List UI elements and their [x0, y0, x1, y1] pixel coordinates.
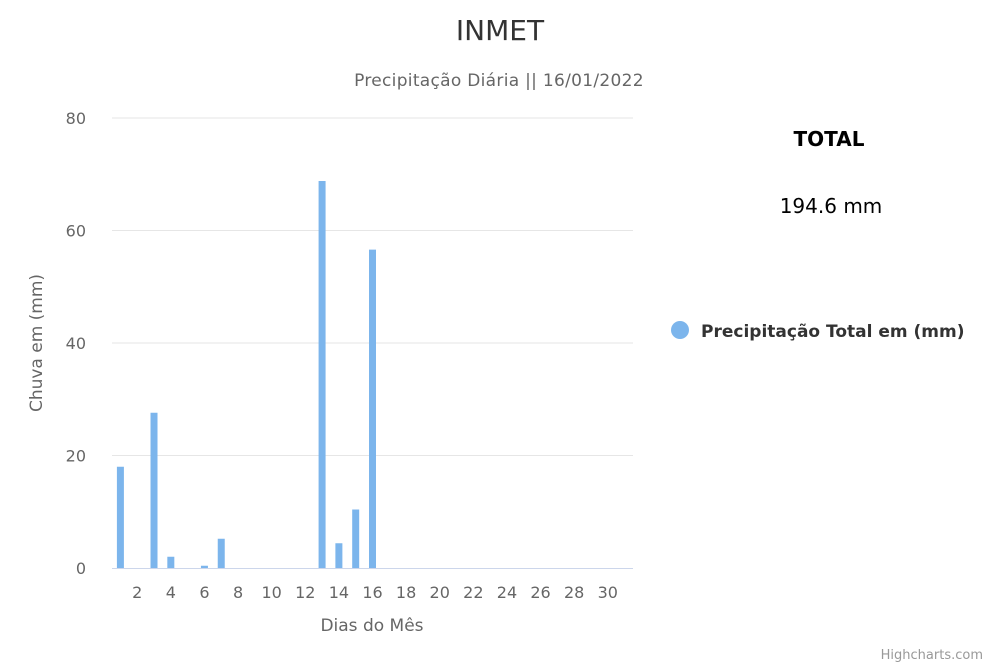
- y-axis-title: Chuva em (mm): [27, 274, 47, 412]
- x-tick-label: 28: [564, 583, 584, 602]
- bar-day-7[interactable]: [217, 538, 225, 568]
- y-axis-ticks: 0 20 40 60 80: [66, 109, 86, 578]
- x-tick-label: 16: [362, 583, 382, 602]
- total-heading: TOTAL: [794, 127, 865, 151]
- y-tick-label: 60: [66, 222, 86, 241]
- x-tick-label: 10: [261, 583, 281, 602]
- total-value: 194.6 mm: [780, 194, 883, 218]
- x-tick-label: 12: [295, 583, 315, 602]
- bar-day-6[interactable]: [200, 565, 208, 568]
- bar-day-16[interactable]: [369, 249, 376, 568]
- bar-day-15[interactable]: [352, 509, 360, 569]
- x-tick-label: 24: [497, 583, 517, 602]
- x-tick-label: 30: [598, 583, 618, 602]
- bar-day-14[interactable]: [335, 543, 343, 568]
- x-tick-label: 8: [233, 583, 243, 602]
- bar-day-4[interactable]: [167, 556, 175, 568]
- legend[interactable]: Precipitação Total em (mm): [671, 321, 965, 342]
- bar-day-13[interactable]: [318, 181, 326, 568]
- bars-series: [116, 181, 376, 569]
- bar-day-1[interactable]: [116, 466, 124, 568]
- x-axis-ticks: 2 4 6 8 10 12 14 16 18 20 22 24 26 28 30: [132, 583, 618, 602]
- legend-marker-icon[interactable]: [671, 321, 689, 339]
- chart-subtitle: Precipitação Diária || 16/01/2022: [354, 71, 644, 91]
- x-tick-label: 4: [166, 583, 176, 602]
- x-tick-label: 6: [199, 583, 209, 602]
- y-tick-label: 20: [66, 447, 86, 466]
- chart-title: INMET: [456, 14, 545, 47]
- x-tick-label: 20: [430, 583, 450, 602]
- legend-item-label[interactable]: Precipitação Total em (mm): [701, 322, 965, 342]
- y-tick-label: 0: [76, 559, 86, 578]
- y-tick-label: 80: [66, 109, 86, 128]
- x-axis-title: Dias do Mês: [320, 616, 423, 636]
- y-tick-label: 40: [66, 334, 86, 353]
- x-tick-label: 14: [329, 583, 349, 602]
- x-tick-label: 18: [396, 583, 416, 602]
- x-tick-label: 22: [463, 583, 483, 602]
- credits-link[interactable]: Highcharts.com: [881, 648, 983, 663]
- x-tick-label: 2: [132, 583, 142, 602]
- bar-day-3[interactable]: [150, 412, 158, 568]
- x-tick-label: 26: [530, 583, 550, 602]
